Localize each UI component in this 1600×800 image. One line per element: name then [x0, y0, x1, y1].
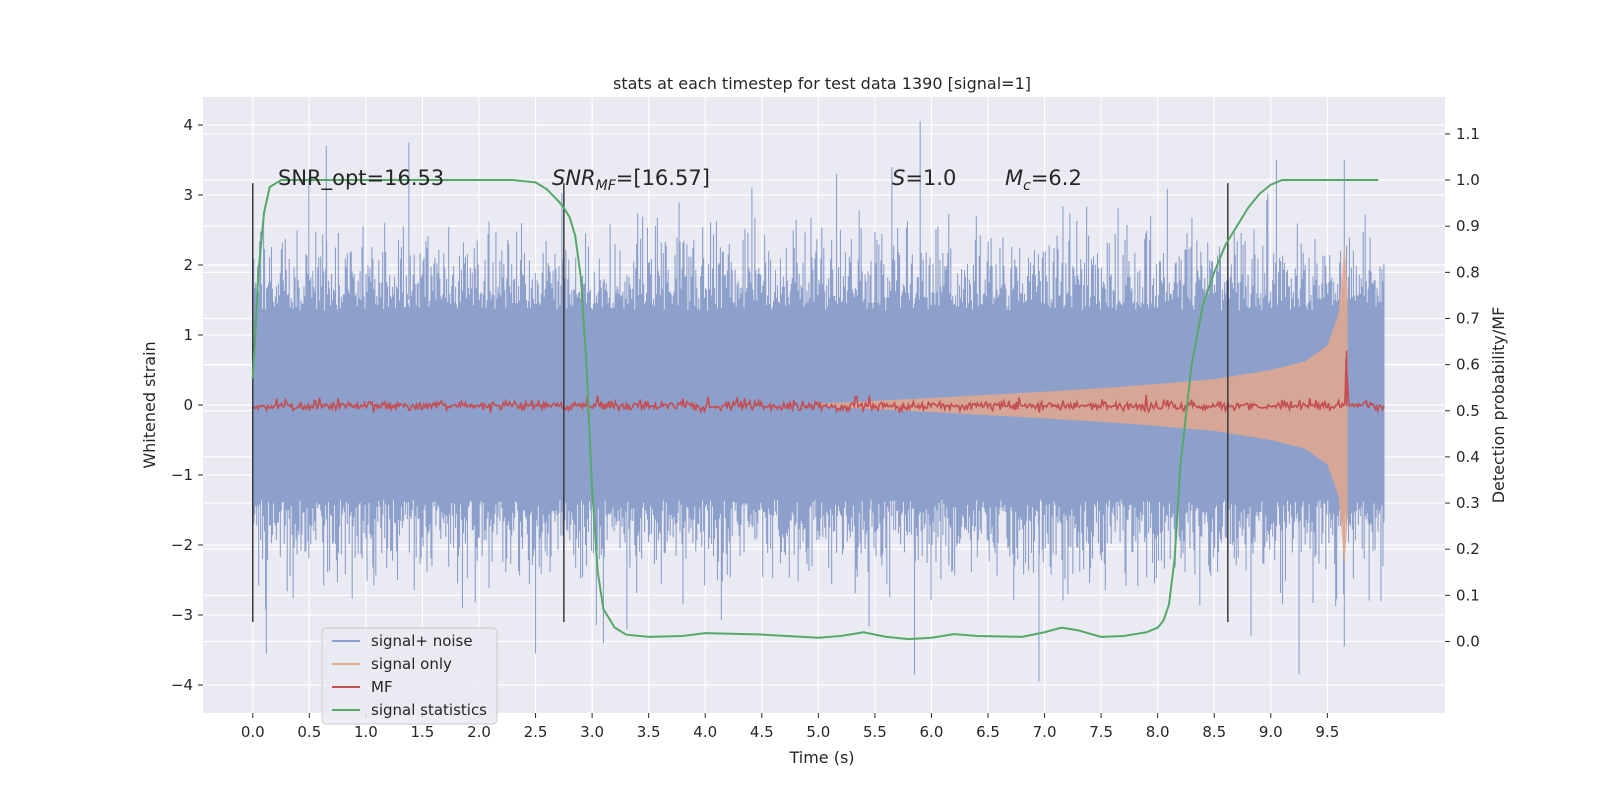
y2-tick-label: 0.8	[1456, 263, 1480, 281]
y2-tick-label: 0.3	[1456, 494, 1480, 512]
annotation-mc: Mc=6.2	[1005, 166, 1082, 194]
x-tick-label: 2.5	[524, 723, 548, 741]
y-tick-label: −2	[171, 536, 193, 554]
x-tick-label: 7.0	[1033, 723, 1057, 741]
annotation-value: =6.2	[1031, 166, 1082, 190]
x-tick-label: 9.5	[1315, 723, 1339, 741]
annotation-symbol: SNR	[552, 166, 596, 190]
x-axis-label: Time (s)	[788, 748, 854, 767]
annotation-value: =1.0	[905, 166, 956, 190]
legend-label: signal+ noise	[371, 632, 473, 650]
x-tick-label: 0.5	[297, 723, 321, 741]
legend: signal+ noise signal only MF signal statist…	[321, 627, 498, 725]
y2-tick-label: 0.5	[1456, 402, 1480, 420]
y-tick-label: 3	[183, 186, 193, 204]
mf-trace	[252, 350, 1385, 415]
y-axis-label: Whitened strain	[140, 341, 159, 468]
x-tick-label: 6.5	[976, 723, 1000, 741]
signal-statistics-line	[251, 179, 1379, 641]
y-tick-label: 4	[183, 116, 193, 134]
y2-tick-label: 0.0	[1456, 632, 1480, 650]
x-tick-label: 3.5	[637, 723, 661, 741]
legend-label: MF	[371, 678, 393, 696]
annotation-snr-mf: SNRMF=[16.57]	[552, 166, 710, 194]
x-tick-label: 8.0	[1146, 723, 1170, 741]
x-tick-label: 4.0	[693, 723, 717, 741]
legend-box	[321, 627, 498, 725]
x-tick-label: 1.0	[354, 723, 378, 741]
x-tick-label: 1.5	[411, 723, 435, 741]
annotation-value: =[16.57]	[616, 166, 710, 190]
x-tick-label: 2.0	[467, 723, 491, 741]
y2-tick-label: 0.2	[1456, 540, 1480, 558]
legend-label: signal only	[371, 655, 452, 673]
x-tick-label: 0.0	[241, 723, 265, 741]
x-tick-label: 8.5	[1202, 723, 1226, 741]
vertical-markers	[252, 183, 1229, 622]
annotation-subscript: c	[1023, 178, 1031, 194]
y2-axis-label: Detection probability/MF	[1489, 307, 1508, 504]
y2-tick-label: 0.7	[1456, 309, 1480, 327]
y2-tick-label: 0.6	[1456, 356, 1480, 374]
axis-ticks: 0.0 0.5 1.0 1.5 2.0 2.5 3.0 3.5 4.0 4.5 5.0 5.5 6.0 6…	[171, 116, 1480, 741]
annotation-snr-opt: SNR_opt=16.53	[278, 166, 444, 191]
y2-tick-label: 0.4	[1456, 448, 1480, 466]
x-tick-label: 7.5	[1089, 723, 1113, 741]
y2-tick-label: 0.1	[1456, 586, 1480, 604]
x-tick-label: 4.5	[750, 723, 774, 741]
annotation-subscript: MF	[596, 178, 617, 194]
annotation-s-stat: S=1.0	[892, 166, 956, 190]
x-tick-label: 9.0	[1259, 723, 1283, 741]
y-tick-label: −4	[171, 676, 193, 694]
series-signal-statistics	[251, 179, 1379, 641]
y-tick-label: 1	[183, 326, 193, 344]
annotations: SNR_opt=16.53 SNRMF=[16.57] S=1.0 Mc=6.2	[278, 166, 1082, 194]
x-tick-label: 6.0	[920, 723, 944, 741]
x-tick-label: 3.0	[580, 723, 604, 741]
y2-tick-label: 1.1	[1456, 125, 1480, 143]
y-tick-label: −1	[171, 466, 193, 484]
series-mf	[252, 350, 1385, 415]
y2-tick-label: 0.9	[1456, 217, 1480, 235]
annotation-symbol: M	[1005, 166, 1023, 190]
chart-title: stats at each timestep for test data 139…	[613, 74, 1031, 93]
annotation-text: SNR_opt=16.53	[278, 166, 444, 191]
y-tick-label: 2	[183, 256, 193, 274]
y2-tick-label: 1.0	[1456, 171, 1480, 189]
x-tick-label: 5.5	[863, 723, 887, 741]
y-tick-label: −3	[171, 606, 193, 624]
annotation-symbol: S	[892, 166, 905, 190]
x-tick-label: 5.0	[806, 723, 830, 741]
legend-label: signal statistics	[371, 701, 487, 719]
y-tick-label: 0	[183, 396, 193, 414]
